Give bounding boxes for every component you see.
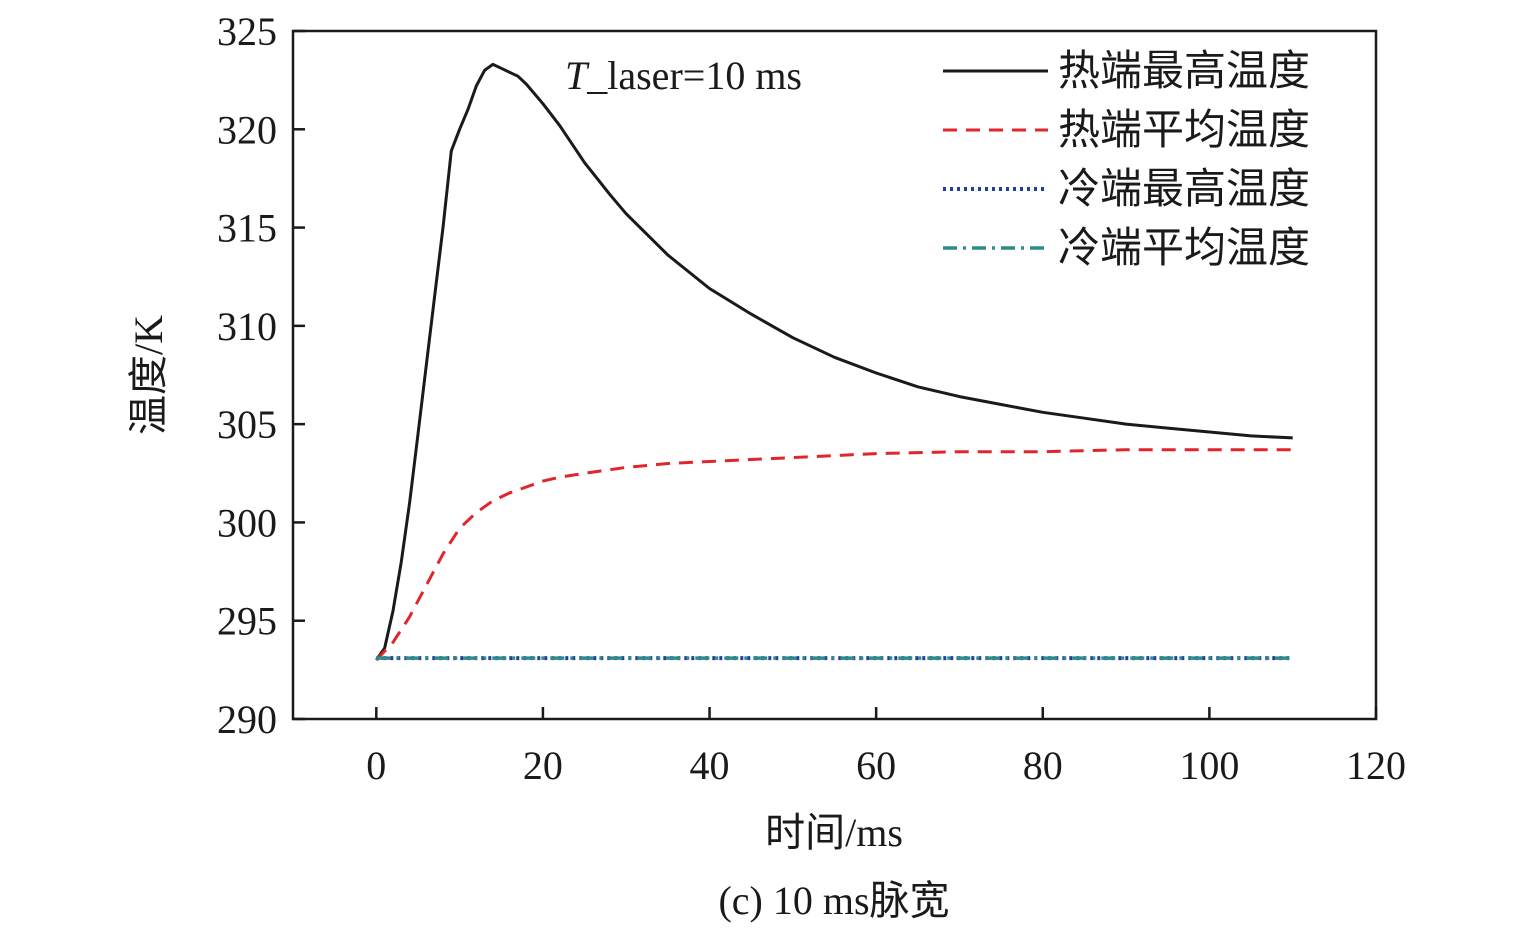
x-tick-label: 40: [690, 743, 730, 788]
x-tick-label: 0: [366, 743, 386, 788]
x-tick-label: 60: [856, 743, 896, 788]
x-tick-label: 100: [1179, 743, 1239, 788]
series-line-1: [375, 62, 1293, 661]
y-axis: 290 295 300 305 310 315 320 325: [217, 9, 305, 742]
series-line-2: [375, 448, 1293, 662]
y-tick-label: 320: [217, 107, 277, 152]
legend-label: 热端最高温度: [1058, 49, 1310, 95]
y-tick-label: 295: [217, 599, 277, 644]
x-axis: 0 20 40 60 80 100 120: [366, 707, 1406, 788]
x-tick-label: 20: [523, 743, 563, 788]
y-tick-label: 325: [217, 9, 277, 54]
y-tick-label: 315: [217, 206, 277, 251]
legend-label: 热端平均温度: [1058, 108, 1310, 154]
x-tick-label: 80: [1023, 743, 1063, 788]
plot-frame: [291, 29, 1378, 721]
y-axis-label: 温度/K: [126, 315, 171, 435]
legend-label: 冷端平均温度: [1058, 226, 1310, 272]
series-group: [375, 62, 1293, 662]
y-tick-label: 300: [217, 500, 277, 545]
annotation-label: T_laser=10 ms: [565, 53, 802, 98]
x-tick-label: 120: [1346, 743, 1406, 788]
y-tick-label: 305: [217, 402, 277, 447]
figure-caption: (c) 10 ms脉宽: [718, 878, 949, 923]
y-tick-label: 310: [217, 304, 277, 349]
y-tick-label: 290: [217, 697, 277, 742]
legend-label: 冷端最高温度: [1058, 167, 1310, 213]
x-axis-label: 时间/ms: [765, 810, 903, 855]
